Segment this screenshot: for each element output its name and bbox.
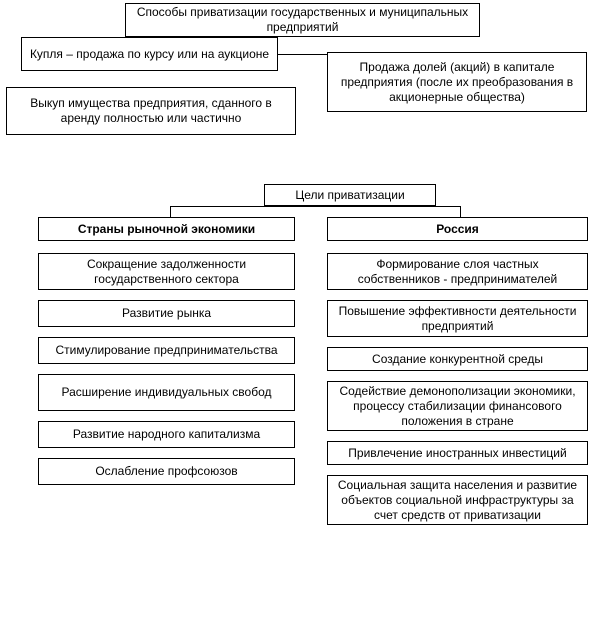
- s2-right-item: Повышение эффективности деятельности пре…: [327, 300, 588, 337]
- s1-shares-box: Продажа долей (акций) в капитале предпри…: [327, 52, 587, 112]
- s2-title-box: Цели приватизации: [264, 184, 436, 206]
- s2-right-header: Россия: [327, 217, 588, 241]
- s1-buyout-box: Выкуп имущества предприятия, сданного в …: [6, 87, 296, 135]
- s2-left-item: Развитие народного капитализма: [38, 421, 295, 448]
- s2-left-item: Сокращение задолженности государственног…: [38, 253, 295, 290]
- s2-left-header: Страны рыночной экономики: [38, 217, 295, 241]
- s2-right-item: Содействие демонополизации экономики, пр…: [327, 381, 588, 431]
- connector-s1: [278, 54, 327, 55]
- s2-right-item: Создание конкурентной среды: [327, 347, 588, 371]
- connector-s2-vr: [460, 206, 461, 217]
- s2-left-item: Ослабление профсоюзов: [38, 458, 295, 485]
- s2-left-item: Стимулирование предпринимательства: [38, 337, 295, 364]
- connector-s2-vl: [170, 206, 171, 217]
- s2-right-item: Привлечение иностранных инвестиций: [327, 441, 588, 465]
- s1-auction-box: Купля – продажа по курсу или на аукционе: [21, 37, 278, 71]
- s2-right-item: Социальная защита населения и развитие о…: [327, 475, 588, 525]
- s2-left-item: Развитие рынка: [38, 300, 295, 327]
- s2-right-item: Формирование слоя частных собственников …: [327, 253, 588, 290]
- s1-title-box: Способы приватизации государственных и м…: [125, 3, 480, 37]
- s2-left-item: Расширение индивидуальных свобод: [38, 374, 295, 411]
- connector-s2-h: [170, 206, 460, 207]
